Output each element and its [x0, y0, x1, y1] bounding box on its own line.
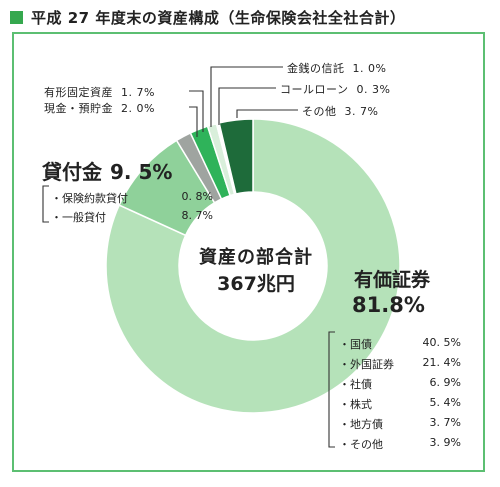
- securities-item-value: 6. 9%: [429, 376, 461, 389]
- label-loans-name: 貸付金: [42, 160, 102, 184]
- securities-bracket: [328, 331, 335, 448]
- label-fixed-assets-value: 1. 7%: [121, 86, 155, 99]
- label-trust: 金銭の信託 1. 0%: [287, 60, 386, 76]
- securities-item: ・外国証券 21. 4%: [339, 356, 461, 372]
- securities-item-name: ・社債: [339, 378, 372, 391]
- label-fixed-assets-name: 有形固定資産: [44, 86, 113, 99]
- label-cash-value: 2. 0%: [121, 102, 155, 115]
- center-total-value: 367兆円: [217, 273, 295, 295]
- loans-item-name: ・一般貸付: [51, 211, 106, 224]
- leader-call-loan: [218, 87, 276, 125]
- loans-bracket: [42, 185, 49, 223]
- securities-item-name: ・その他: [339, 438, 383, 451]
- securities-item-name: ・株式: [339, 398, 372, 411]
- center-total-label: 資産の部合計: [199, 247, 313, 268]
- label-loans-value: 9. 5%: [110, 160, 173, 184]
- securities-item: ・株式 5. 4%: [339, 396, 461, 412]
- securities-item: ・地方債 3. 7%: [339, 416, 461, 432]
- securities-item-value: 21. 4%: [422, 356, 461, 369]
- securities-item-value: 40. 5%: [422, 336, 461, 349]
- label-call-loan-name: コールローン: [280, 83, 349, 96]
- label-other-name: その他: [302, 105, 337, 118]
- loans-item-name: ・保険約款貸付: [51, 192, 128, 205]
- securities-item-value: 3. 9%: [429, 436, 461, 449]
- label-trust-value: 1. 0%: [352, 62, 387, 75]
- title-marker: [10, 10, 23, 24]
- label-call-loan: コールローン 0. 3%: [280, 81, 390, 97]
- label-securities-name: 有価証券: [354, 269, 431, 291]
- donut-slice: [218, 118, 254, 195]
- title-row: 平成 27 年度末の資産構成（生命保険会社全社合計）: [10, 6, 405, 28]
- loans-item: ・保険約款貸付 0. 8%: [51, 190, 213, 206]
- securities-item: ・国債 40. 5%: [339, 336, 461, 352]
- donut-slice: [105, 118, 401, 414]
- label-fixed-assets: 有形固定資産 1. 7%: [44, 84, 155, 100]
- label-trust-name: 金銭の信託: [287, 62, 345, 75]
- loans-item: ・一般貸付 8. 7%: [51, 209, 213, 225]
- leader-fixed-assets: [189, 90, 204, 132]
- securities-item-name: ・国債: [339, 338, 372, 351]
- securities-item-name: ・外国証券: [339, 358, 394, 371]
- securities-item-value: 5. 4%: [429, 396, 461, 409]
- loans-item-value: 0. 8%: [181, 190, 213, 203]
- label-cash-name: 現金・預貯金: [44, 102, 113, 115]
- label-securities-value: 81.8%: [352, 293, 425, 317]
- securities-item-name: ・地方債: [339, 418, 383, 431]
- label-other: その他 3. 7%: [302, 103, 378, 119]
- label-loans: 貸付金 9. 5%: [42, 156, 172, 185]
- label-call-loan-value: 0. 3%: [356, 83, 391, 96]
- securities-item: ・社債 6. 9%: [339, 376, 461, 392]
- chart-title: 平成 27 年度末の資産構成（生命保険会社全社合計）: [31, 8, 406, 27]
- loans-item-value: 8. 7%: [181, 209, 213, 222]
- securities-item: ・その他 3. 9%: [339, 436, 461, 452]
- label-cash: 現金・預貯金 2. 0%: [44, 100, 155, 116]
- label-other-value: 3. 7%: [344, 105, 379, 118]
- securities-item-value: 3. 7%: [429, 416, 461, 429]
- leader-other: [236, 109, 298, 118]
- leader-trust: [210, 66, 283, 127]
- leader-cash: [189, 106, 198, 137]
